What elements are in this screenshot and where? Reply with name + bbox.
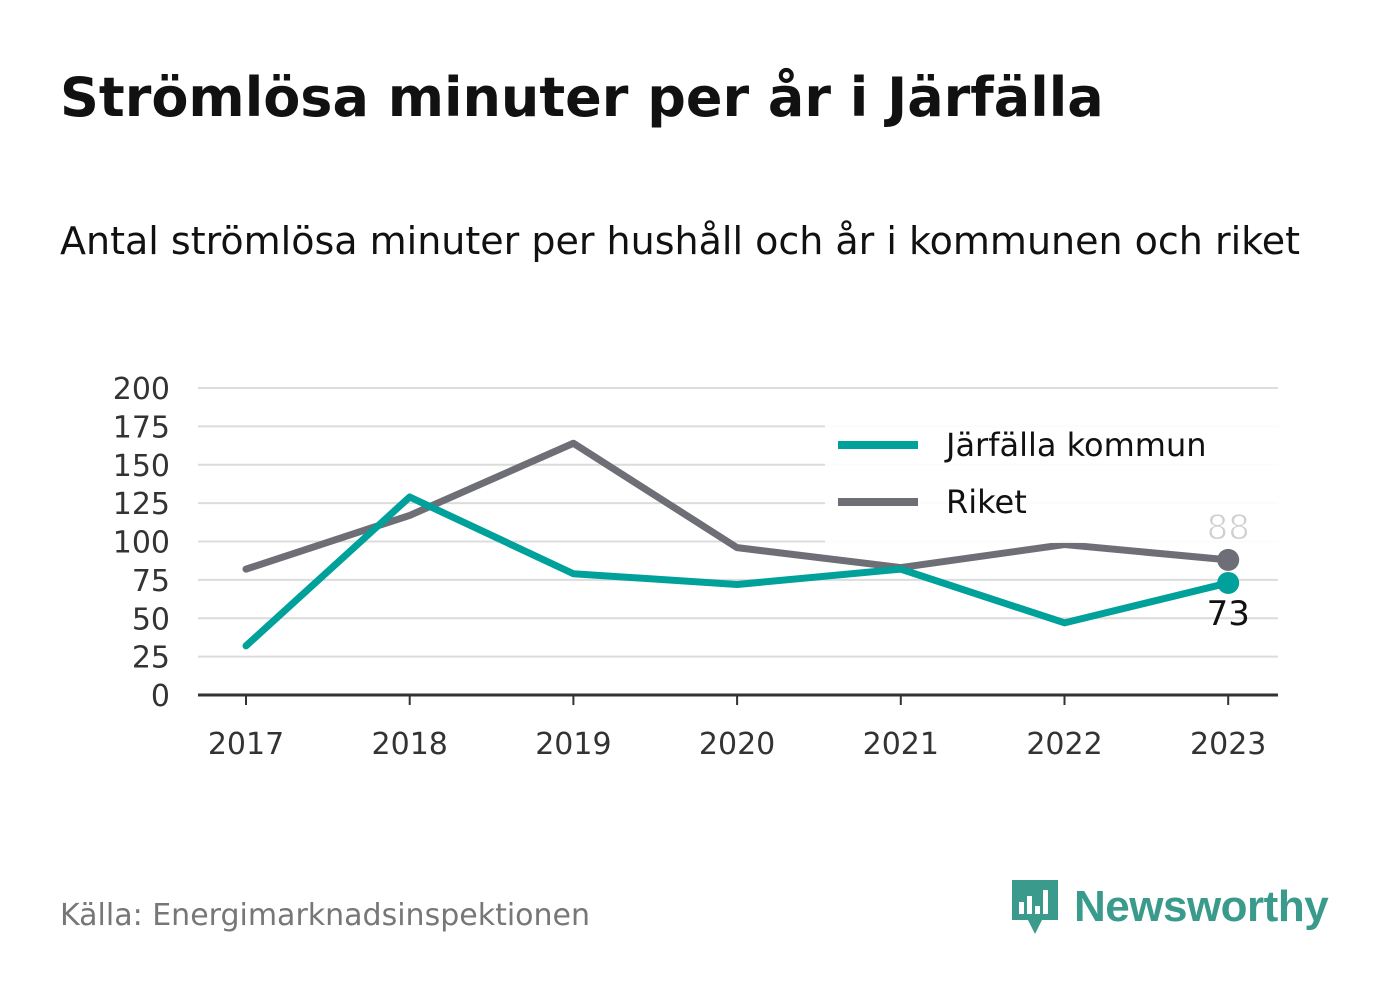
series-lines xyxy=(242,439,1240,650)
y-tick-label: 0 xyxy=(151,679,170,714)
end-label-jarfalla: 73 xyxy=(1207,594,1250,634)
chart-subtitle: Antal strömlösa minuter per hushåll och … xyxy=(60,219,1301,263)
legend: Järfälla kommun Riket xyxy=(825,425,1280,543)
end-point-marker xyxy=(1217,571,1240,594)
x-tick-label: 2019 xyxy=(535,727,611,762)
legend-label: Järfälla kommun xyxy=(944,426,1207,464)
x-tick-label: 2018 xyxy=(372,727,448,762)
series-line-riket xyxy=(242,439,1232,573)
end-labels: 88 73 xyxy=(1206,508,1250,635)
x-tick-label: 2022 xyxy=(1026,727,1102,762)
series-line-jarfalla xyxy=(242,493,1232,650)
end-point-marker xyxy=(1217,548,1240,571)
y-tick-label: 75 xyxy=(132,564,170,599)
y-tick-label: 200 xyxy=(113,372,170,407)
x-axis: 2017 2018 2019 2020 2021 2022 2023 xyxy=(198,693,1278,762)
end-label-riket: 88 xyxy=(1207,508,1250,548)
x-tick-label: 2020 xyxy=(699,727,775,762)
x-tick-label: 2021 xyxy=(863,727,939,762)
source-note: Källa: Energimarknadsinspektionen xyxy=(60,898,591,933)
y-tick-label: 175 xyxy=(113,410,170,445)
y-tick-label: 125 xyxy=(113,487,170,522)
x-tick-label: 2017 xyxy=(208,727,284,762)
brand-name: Newsworthy xyxy=(1074,882,1329,931)
y-tick-label: 150 xyxy=(113,449,170,484)
y-tick-label: 25 xyxy=(132,641,170,676)
x-tick-label: 2023 xyxy=(1190,727,1266,762)
brand-logo: Newsworthy xyxy=(1010,878,1329,936)
newsworthy-bar-chart-icon xyxy=(1012,880,1058,934)
legend-label: Riket xyxy=(946,483,1027,521)
y-tick-label: 50 xyxy=(132,602,170,637)
y-tick-label: 100 xyxy=(113,526,170,561)
chart-title: Strömlösa minuter per år i Järfälla xyxy=(60,66,1104,129)
